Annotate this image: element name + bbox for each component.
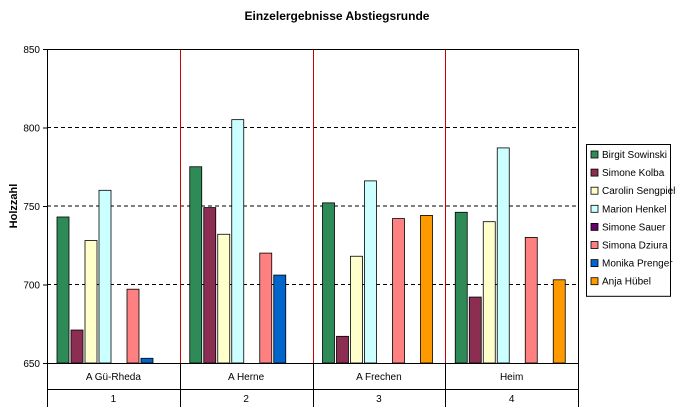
- y-tick-label: 850: [23, 45, 40, 56]
- bar: [259, 252, 273, 364]
- legend-swatch: [590, 150, 599, 159]
- legend-swatch: [590, 186, 599, 195]
- legend-swatch: [590, 241, 599, 249]
- bar: [98, 189, 112, 364]
- legend-swatch: [590, 259, 599, 268]
- legend-swatch: [590, 222, 599, 231]
- bar: [84, 240, 98, 364]
- bar: [364, 180, 377, 364]
- bar: [454, 211, 468, 364]
- subcategory-label: 3: [376, 394, 382, 405]
- bar: [203, 207, 217, 364]
- bars: [56, 119, 566, 364]
- legend-swatch: [590, 168, 599, 177]
- bar: [552, 279, 566, 364]
- subcategory-label: 2: [243, 394, 249, 405]
- legend-label: Anja Hübel: [602, 277, 651, 288]
- y-tick-label: 700: [23, 281, 40, 292]
- bar: [217, 233, 231, 364]
- subcategory-label: 1: [111, 394, 117, 405]
- bar: [468, 296, 482, 364]
- legend-label: Simone Kolba: [602, 168, 665, 179]
- legend-label: Simone Sauer: [602, 222, 666, 233]
- category-label: A Frechen: [356, 372, 402, 383]
- chart-title: Einzelergebnisse Abstiegsrunde: [245, 9, 430, 23]
- y-tick-label: 750: [23, 202, 40, 213]
- legend: Birgit Sowinski Simone Kolba Carolin Sengp…: [586, 144, 675, 297]
- legend-label: Birgit Sowinski: [602, 150, 667, 161]
- bar: [496, 147, 510, 364]
- y-tick-label: 650: [23, 359, 40, 370]
- bar: [350, 255, 363, 364]
- bar: [231, 119, 245, 364]
- y-axis-title: Holzzahl: [8, 184, 20, 229]
- bar: [70, 329, 84, 364]
- axes: 650 700 750 800 850 A Gü-Rheda 1 A Herne 2 A Frec…: [23, 45, 579, 407]
- bar: [336, 335, 349, 364]
- legend-label: Monika Prenger: [602, 259, 673, 270]
- bar: [56, 216, 70, 364]
- bar: [322, 202, 335, 364]
- bar: [420, 215, 433, 364]
- legend-box: [586, 144, 671, 297]
- bar: [392, 218, 405, 364]
- y-tick-label: 800: [23, 124, 40, 135]
- bar: [140, 357, 154, 364]
- bar: [126, 288, 140, 364]
- category-label: A Herne: [228, 372, 265, 383]
- legend-swatch: [590, 204, 599, 213]
- bar: [482, 221, 496, 364]
- bar: [189, 166, 203, 364]
- legend-label: Marion Henkel: [602, 204, 666, 215]
- legend-label: Carolin Sengpiehl: [602, 186, 675, 197]
- category-label: A Gü-Rheda: [86, 372, 141, 383]
- bar: [524, 236, 538, 364]
- bar: [273, 274, 287, 364]
- legend-swatch: [590, 277, 599, 286]
- category-label: Heim: [500, 372, 523, 383]
- subcategory-label: 4: [509, 394, 515, 405]
- legend-label: Simona Dziura: [602, 241, 668, 252]
